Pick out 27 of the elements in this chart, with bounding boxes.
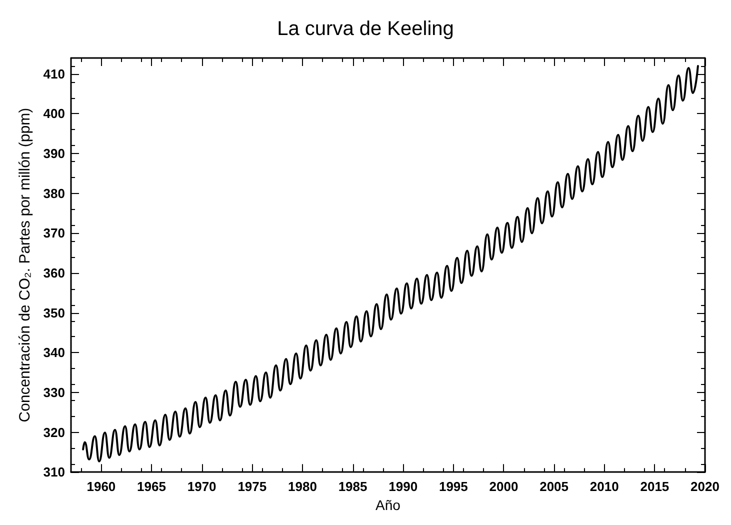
y-tick-label: 380 bbox=[43, 186, 65, 201]
x-tick-label: 1995 bbox=[438, 479, 468, 494]
x-tick-label: 1975 bbox=[238, 479, 267, 494]
x-tick-label: 1960 bbox=[86, 479, 116, 494]
y-tick-label: 320 bbox=[43, 424, 65, 440]
y-tick-label: 330 bbox=[43, 384, 65, 400]
x-tick-label: 1990 bbox=[388, 479, 418, 494]
chart-title: La curva de Keeling bbox=[277, 18, 454, 40]
x-tick-label: 1980 bbox=[288, 479, 317, 494]
y-tick-label: 410 bbox=[43, 66, 65, 82]
x-tick-label: 2000 bbox=[489, 479, 518, 494]
x-tick-label: 2010 bbox=[590, 479, 619, 494]
x-axis-title: Año bbox=[376, 497, 401, 513]
x-tick-label: 1985 bbox=[338, 479, 368, 494]
x-tick-label: 2015 bbox=[640, 479, 670, 494]
x-tick-label: 1965 bbox=[137, 479, 166, 494]
y-tick-label: 390 bbox=[43, 146, 65, 162]
y-tick-label: 350 bbox=[43, 305, 65, 320]
y-axis-title: Concentración de CO₂. Partes por millón (ppm) bbox=[16, 108, 34, 422]
y-tick-label: 360 bbox=[43, 266, 65, 281]
x-tick-label: 1970 bbox=[187, 479, 216, 494]
x-tick-label: 2005 bbox=[540, 479, 569, 494]
y-tick-label: 400 bbox=[43, 106, 65, 122]
y-tick-label: 340 bbox=[43, 345, 65, 360]
y-tick-label: 310 bbox=[43, 464, 65, 480]
x-tick-label: 2020 bbox=[690, 479, 720, 494]
y-tick-label: 370 bbox=[43, 226, 65, 241]
